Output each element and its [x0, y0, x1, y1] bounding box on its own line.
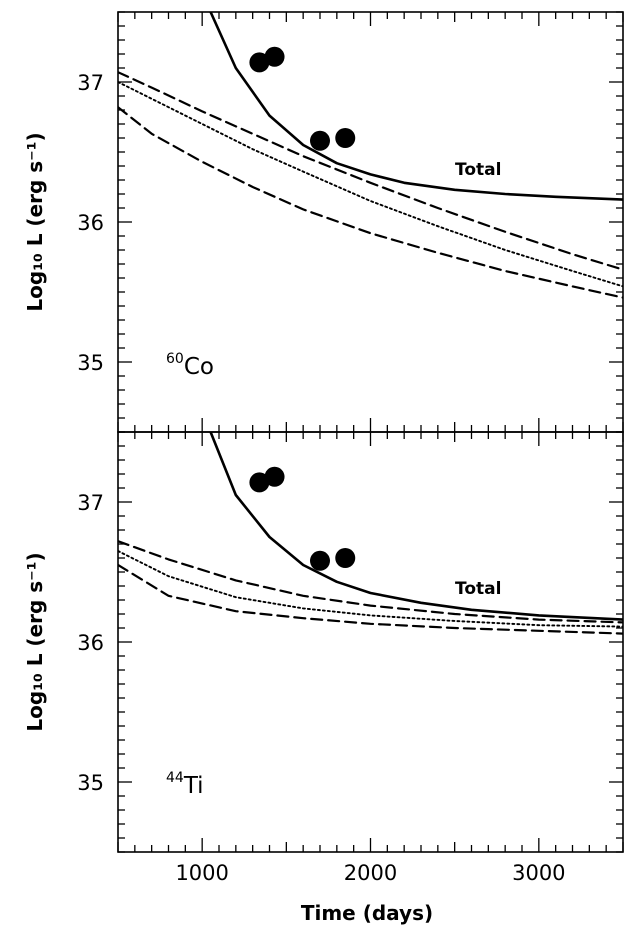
isotope-label: 44Ti [166, 770, 204, 799]
data-point [335, 128, 356, 148]
x-tick-label: 3000 [512, 861, 565, 885]
isotope-mass: 44 [166, 770, 184, 786]
data-point [310, 130, 330, 151]
y-axis-label: Log₁₀ L (erg s⁻¹) [23, 132, 47, 311]
dashed-curve [118, 540, 623, 624]
isotope-symbol: Co [184, 354, 214, 380]
data-point [264, 466, 285, 487]
data-point [249, 472, 270, 493]
total-curve [209, 12, 623, 201]
panel-bottom: 35 36 37 1000 2000 3000 Log₁₀ L (erg s⁻¹) Total… [23, 431, 624, 885]
y-tick-label: 35 [77, 771, 104, 795]
y-tick-label: 36 [77, 631, 104, 655]
data-point [264, 46, 285, 67]
isotope-mass: 60 [166, 351, 184, 367]
dotted-curve [118, 81, 623, 288]
dotted-curve [118, 550, 623, 628]
data-point [335, 548, 356, 568]
isotope-label: 60Co [166, 351, 214, 380]
y-tick-label: 37 [77, 71, 104, 95]
y-tick-label: 35 [77, 351, 104, 375]
total-curve [209, 432, 623, 621]
data-point [310, 550, 330, 571]
y-tick-label: 37 [77, 491, 104, 515]
y-axis-label: Log₁₀ L (erg s⁻¹) [23, 552, 47, 731]
dashed-curve [118, 71, 623, 271]
dashed-curve [118, 563, 623, 635]
x-tick-label: 2000 [344, 861, 397, 885]
dashed-curve [118, 106, 623, 299]
isotope-symbol: Ti [183, 773, 204, 799]
x-tick-label: 1000 [175, 861, 228, 885]
x-axis-label: Time (days) [301, 901, 433, 925]
total-label: Total [455, 579, 501, 599]
data-point [249, 52, 270, 73]
panel-top: 35 36 37 Log₁₀ L (erg s⁻¹) Total 60Co [23, 11, 624, 433]
total-label: Total [455, 160, 501, 180]
y-tick-label: 36 [77, 211, 104, 235]
